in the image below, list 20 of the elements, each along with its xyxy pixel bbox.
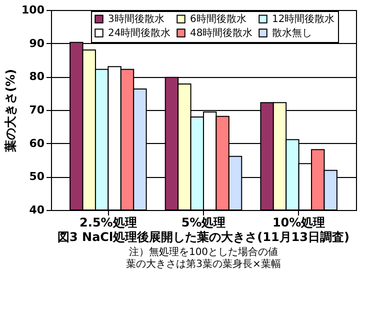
legend-label: 6時間後散水	[190, 13, 246, 26]
y-tick-label: 100	[22, 4, 45, 16]
text: 葉の大きさは第3葉の葉身長×葉幅	[126, 258, 281, 270]
y-tick-label: 70	[29, 104, 45, 116]
x-tick-label: 2.5%処理	[80, 216, 137, 230]
x-tick-label: 5%処理	[181, 216, 226, 230]
legend-label: 3時間後散水	[108, 13, 164, 26]
legend-label: 12時間後散水	[272, 13, 335, 26]
y-tick-label: 60	[29, 136, 45, 150]
legend-label: 24時間後散水	[108, 27, 171, 39]
y-tick-label: 80	[29, 70, 45, 84]
y-axis-title: 葉の大きさ(%)	[4, 69, 18, 153]
y-tick-label: 40	[29, 204, 45, 216]
x-tick-label: 10%処理	[272, 216, 326, 230]
text: 注）無処理を100とした場合の値	[128, 246, 278, 258]
y-tick-label: 50	[29, 170, 45, 184]
legend-label: 散水無し	[272, 27, 312, 39]
legend-label: 48時間後散水	[190, 27, 253, 39]
text: 図3 NaCl処理後展開した葉の大きさ(11月13日調査)	[58, 230, 350, 244]
y-tick-label: 90	[29, 36, 45, 50]
